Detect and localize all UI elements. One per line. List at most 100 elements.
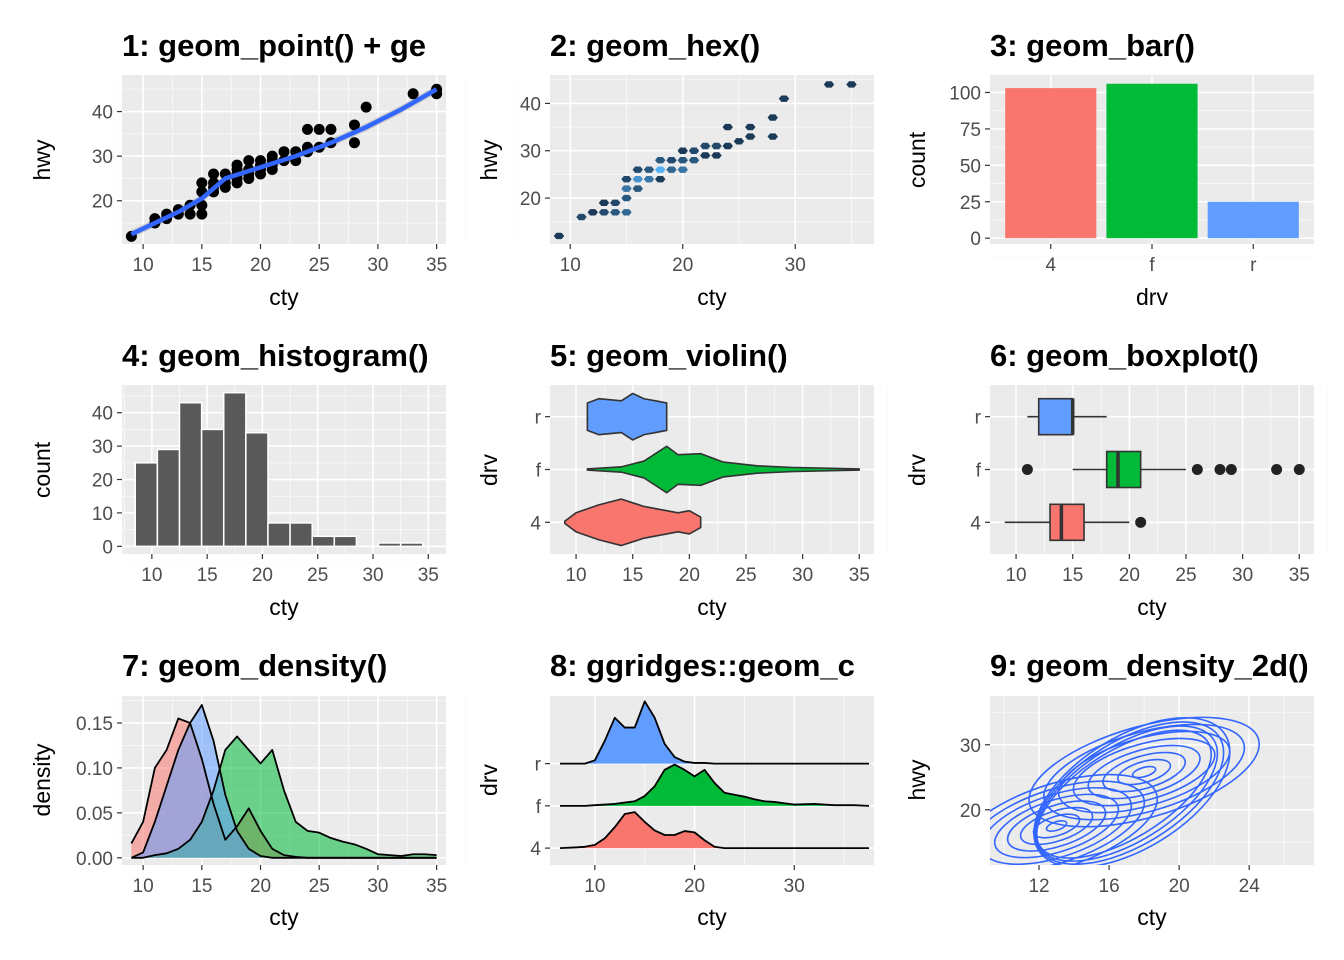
x-tick-label: 30	[784, 876, 805, 897]
x-tick-label: 10	[133, 876, 154, 897]
title-clip-group: 6: geom_boxplot()	[990, 338, 1259, 373]
ridge-line-4	[559, 811, 870, 849]
data-point	[278, 146, 290, 158]
x-tick-label: 20	[252, 565, 273, 586]
density-contour	[1035, 729, 1212, 859]
outlier-point	[1214, 464, 1226, 475]
hex-bin	[621, 175, 632, 183]
data-point	[266, 150, 278, 162]
y-tick-label: 0	[102, 537, 113, 558]
x-axis-label: cty	[697, 284, 727, 310]
hex-bin	[711, 152, 722, 159]
density-contour	[1006, 800, 1107, 852]
density-contour	[1102, 751, 1187, 793]
hex-bin	[745, 123, 756, 131]
y-tick-label: 40	[92, 404, 113, 425]
density-contour	[1028, 716, 1260, 828]
title-clip-group: 1: geom_point() + ge	[122, 28, 426, 63]
plot-area	[125, 83, 443, 242]
outlier-point	[1021, 464, 1033, 475]
data-point	[301, 123, 313, 135]
hex-bin	[677, 147, 688, 154]
outlier-point	[1191, 464, 1203, 475]
y-tick-label: r	[975, 408, 982, 429]
y-axis-label: density	[29, 743, 55, 816]
density-contour	[1035, 725, 1219, 862]
data-point	[348, 137, 360, 149]
data-point	[407, 88, 419, 100]
x-axis-label: cty	[1137, 594, 1167, 620]
ridge-area-f	[559, 764, 870, 806]
x-tick-label: 4	[1045, 255, 1056, 276]
hex-bin	[655, 157, 666, 164]
x-tick-label: 10	[133, 255, 154, 276]
hex-bin	[576, 213, 587, 221]
hex-bin	[666, 157, 677, 164]
hex-bin	[745, 133, 756, 140]
title-clip-group: 4: geom_histogram()	[122, 338, 429, 373]
y-tick-label: 30	[92, 437, 113, 458]
outlier-point	[1271, 464, 1283, 475]
panel-background	[550, 75, 874, 244]
x-tick-label: 30	[792, 565, 813, 586]
plot-area	[1004, 397, 1305, 542]
x-tick-label: 10	[560, 255, 581, 276]
hex-bin	[632, 166, 643, 173]
x-tick-label: 35	[418, 565, 439, 586]
plot-area	[559, 700, 870, 849]
data-point	[360, 101, 372, 113]
hex-bin	[677, 157, 688, 164]
panel-p5: 10 15 20 25 30 35 4 f r 5: geom_violin()cty drv	[476, 338, 888, 620]
hex-bin	[553, 232, 565, 240]
panel-p3: 4 f r 0 25 50 75 100 3: geom_bar()drv count	[904, 28, 1314, 310]
x-tick-label: 10	[584, 876, 605, 897]
density-contour	[1034, 721, 1225, 865]
hex-bin	[598, 209, 610, 216]
y-tick-label: f	[536, 461, 542, 482]
plot-area	[130, 704, 437, 859]
histogram-bar	[156, 448, 181, 548]
histogram-bar	[377, 542, 402, 548]
hex-bin	[722, 142, 733, 150]
outlier-point	[1293, 464, 1305, 475]
x-tick-label: 30	[1232, 565, 1253, 586]
x-tick-label: 25	[309, 876, 330, 897]
x-tick-label: 25	[1175, 565, 1196, 586]
hex-bin	[733, 138, 745, 145]
data-point	[196, 177, 208, 189]
hex-bin	[767, 114, 778, 121]
data-point	[325, 123, 337, 135]
title-clip-group: 8: ggridges::geom_c	[550, 648, 855, 683]
data-point	[243, 155, 255, 167]
hex-bin	[621, 209, 632, 216]
x-tick-label: 20	[250, 876, 271, 897]
panel-p4: 10 15 20 25 30 35 0 10 20 30 40 4: geom_histogram()…	[29, 338, 457, 620]
hex-bin	[767, 133, 778, 140]
x-tick-label: 20	[250, 255, 271, 276]
y-tick-label: 20	[92, 471, 113, 492]
hex-bin	[655, 166, 666, 173]
density-contour	[1131, 765, 1157, 779]
y-tick-label: 0	[970, 229, 981, 250]
y-axis-label: count	[29, 441, 55, 498]
data-point	[255, 155, 267, 167]
y-tick-label: 10	[92, 504, 113, 525]
x-tick-label: 15	[197, 565, 218, 586]
y-axis-label: drv	[476, 454, 502, 486]
plot-area	[563, 392, 861, 547]
histogram-bar	[200, 428, 225, 548]
smooth-line	[130, 87, 438, 237]
x-tick-label: 25	[307, 565, 328, 586]
y-tick-label: 0.15	[76, 714, 113, 735]
y-tick-label: 20	[92, 192, 113, 213]
violin-4	[563, 498, 702, 547]
x-tick-label: 35	[1289, 565, 1310, 586]
x-tick-label: 15	[191, 255, 212, 276]
hex-bin	[688, 157, 700, 164]
x-tick-label: 20	[1169, 876, 1190, 897]
plot-area	[990, 716, 1260, 865]
hex-bin	[587, 209, 598, 216]
histogram-bar	[178, 401, 203, 548]
histogram-bar	[289, 522, 313, 548]
